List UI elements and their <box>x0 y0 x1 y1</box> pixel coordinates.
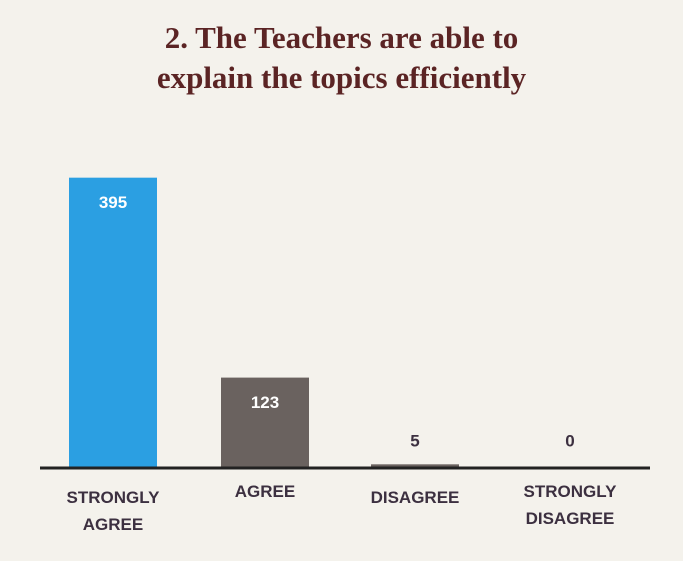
chart-title: 2. The Teachers are able to explain the … <box>0 18 683 98</box>
data-label: 0 <box>565 431 574 450</box>
x-tick-label: STRONGLY DISAGREE <box>523 482 617 528</box>
title-line: explain the topics efficiently <box>156 60 527 95</box>
x-tick-label: STRONGLY AGREE <box>66 488 160 534</box>
x-tick-label: DISAGREE <box>370 488 460 507</box>
bar <box>69 177 157 469</box>
title-line: 2. The Teachers are able to <box>164 20 519 55</box>
data-label: 5 <box>410 431 419 450</box>
x-tick-label: AGREE <box>234 482 296 501</box>
bar <box>371 464 459 468</box>
data-label: 395 <box>99 193 127 212</box>
bar <box>221 377 309 468</box>
data-label: 123 <box>251 393 279 412</box>
